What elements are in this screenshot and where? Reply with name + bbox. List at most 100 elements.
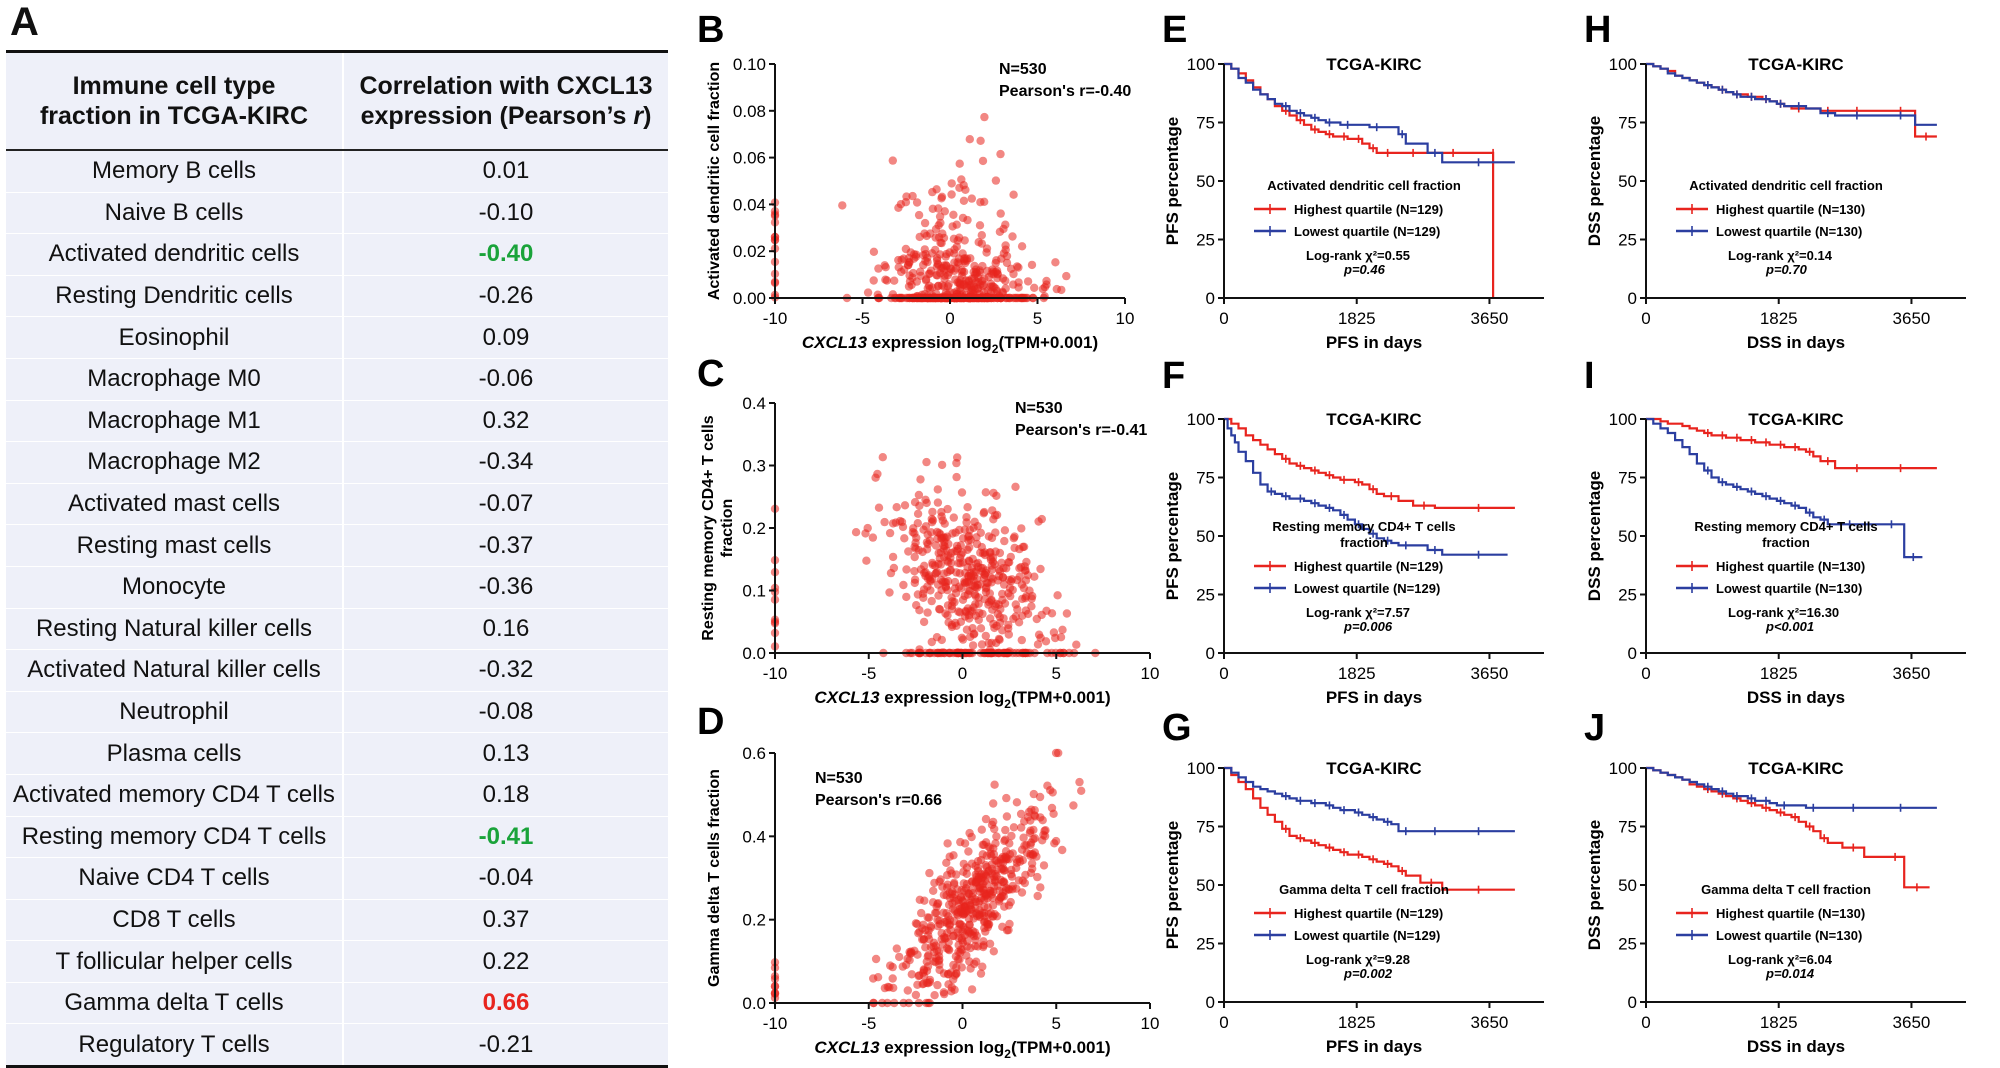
scatter-point	[988, 574, 997, 583]
cell-type-name: Activated mast cells	[6, 482, 344, 525]
scatter-point	[927, 249, 937, 258]
scatter-point	[1036, 564, 1045, 574]
scatter-point	[1013, 605, 1022, 614]
x-label-sub: 2	[1004, 1047, 1011, 1061]
scatter-point	[992, 491, 1001, 500]
cell-type-name: Activated dendritic cells	[6, 233, 344, 276]
scatter-point	[1014, 263, 1023, 272]
scatter-point	[911, 990, 921, 1000]
scatter-point	[1025, 828, 1035, 837]
scatter-point	[1037, 610, 1046, 620]
annotation-n: N=530	[815, 770, 863, 787]
scatter-point	[981, 488, 990, 497]
scatter-point	[976, 528, 985, 537]
scatter-point	[942, 891, 951, 900]
km-series-line-0	[1224, 766, 1515, 891]
scatter-point	[950, 917, 959, 926]
scatter-point	[1058, 845, 1067, 855]
scatter-point	[937, 192, 947, 201]
y-axis-label: Gamma delta T cells fraction	[706, 769, 723, 987]
scatter-point	[1028, 864, 1037, 873]
cell-type-name: Macrophage M0	[6, 357, 344, 401]
scatter-point	[1023, 277, 1033, 286]
scatter-point	[967, 194, 976, 203]
scatter-point	[932, 568, 942, 577]
scatter-point	[988, 901, 998, 910]
scatter-point	[978, 156, 988, 166]
scatter-point	[962, 942, 972, 951]
y-tick-label: 100	[1187, 410, 1215, 429]
scatter-point	[989, 817, 998, 827]
scatter-point	[960, 839, 970, 848]
x-tick-label: 0	[958, 1014, 967, 1033]
x-label-text: expression log	[867, 333, 992, 352]
scatter-point	[961, 906, 971, 915]
scatter-point	[952, 220, 961, 229]
scatter-point	[999, 614, 1008, 623]
correlation-value: -0.40	[343, 233, 668, 276]
scatter-point	[963, 503, 972, 512]
scatter-point	[936, 560, 945, 569]
x-label-end: (TPM+0.001)	[998, 333, 1098, 352]
scatter-point	[888, 552, 898, 562]
scatter-point	[968, 624, 977, 633]
scatter-point	[967, 985, 977, 994]
scatter-point	[947, 869, 956, 878]
y-tick-label: 100	[1609, 410, 1637, 429]
x-tick-label: 1825	[1760, 309, 1798, 328]
scatter-point	[1008, 232, 1017, 241]
scatter-point	[932, 256, 942, 265]
table-row: Monocyte -0.36	[6, 565, 668, 609]
scatter-point	[959, 859, 968, 869]
scatter-point	[874, 503, 884, 512]
y-tick-label: 50	[1618, 876, 1637, 895]
scatter-point	[979, 288, 989, 297]
correlation-value: 0.37	[343, 898, 668, 941]
scatter-point	[838, 201, 847, 210]
correlation-value: -0.26	[343, 274, 668, 317]
scatter-point	[1009, 280, 1018, 289]
legend-title: fraction	[1762, 535, 1810, 550]
scatter-point	[930, 991, 939, 1000]
km-chart-e: E TCGA-KIRC 0 1825 3650 0 25 50 75 100 PFS in days…	[1162, 9, 1544, 352]
scatter-point	[986, 614, 995, 623]
scatter-point	[975, 910, 984, 919]
scatter-point	[987, 851, 996, 861]
scatter-point	[947, 190, 956, 199]
legend-entry: Lowest quartile (N=129)	[1294, 224, 1440, 239]
y-tick-label: 25	[1618, 586, 1637, 605]
p-value: p=0.70	[1765, 262, 1808, 277]
scatter-point	[956, 283, 965, 293]
x-tick-label: 0	[1219, 309, 1228, 328]
scatter-point	[933, 485, 942, 494]
scatter-point	[976, 969, 986, 978]
scatter-point	[1005, 575, 1014, 585]
correlation-value: -0.21	[343, 1023, 668, 1067]
scatter-point	[981, 814, 991, 824]
x-label-gene: CXCL13	[802, 333, 868, 352]
scatter-point	[892, 503, 901, 512]
y-tick-label: 0.08	[733, 102, 766, 121]
scatter-point	[935, 604, 944, 614]
scatter-point	[973, 863, 983, 873]
scatter-point	[943, 839, 952, 848]
x-tick-label: 1825	[1338, 309, 1376, 328]
scatter-point	[987, 595, 996, 605]
table-row: Activated memory CD4 T cells 0.18	[6, 773, 668, 816]
scatter-point	[976, 136, 985, 145]
cell-type-name: Regulatory T cells	[6, 1023, 344, 1067]
scatter-point	[1030, 572, 1039, 581]
scatter-point	[991, 176, 1001, 185]
scatter-point	[902, 192, 911, 201]
scatter-point	[1075, 777, 1084, 787]
scatter-point	[921, 495, 930, 504]
scatter-point	[940, 519, 949, 528]
scatter-point	[964, 847, 973, 856]
cell-type-name: Resting mast cells	[6, 524, 344, 567]
scatter-point	[991, 839, 1000, 848]
y-tick-label: 0.0	[742, 994, 766, 1013]
p-value: p=0.006	[1343, 619, 1393, 634]
scatter-point	[1050, 839, 1059, 848]
scatter-point	[1057, 285, 1066, 295]
x-tick-label: -10	[763, 309, 788, 328]
